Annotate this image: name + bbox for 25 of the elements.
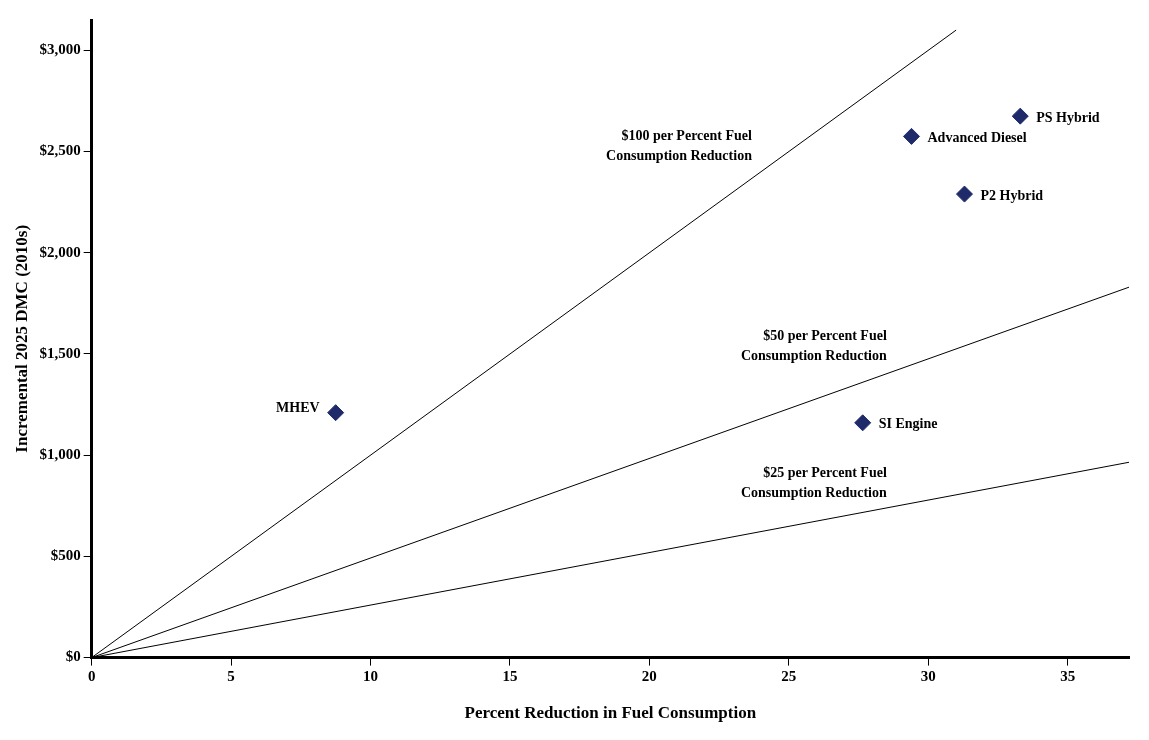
series-label: PS Hybrid [1036, 109, 1100, 125]
x-tick-label: 0 [87, 668, 96, 685]
series-label: $50 per Percent Fuel Consumption Reduction [740, 328, 887, 364]
x-tick-label: 5 [227, 668, 235, 685]
y-tick-label: $2,500 [39, 142, 81, 159]
y-tick-label: $2,000 [39, 243, 81, 260]
series-label: Advanced Diesel [927, 130, 1027, 145]
y-tick-label: $3,000 [39, 41, 81, 58]
y-axis-title: Incremental 2025 DMC (2010s) [11, 224, 31, 453]
x-tick-label: 10 [363, 668, 379, 685]
x-tick-label: 30 [920, 668, 936, 685]
y-tick-label: $1,000 [39, 446, 81, 463]
y-tick-label: $500 [50, 547, 81, 564]
series-label: P2 Hybrid [980, 187, 1044, 203]
y-tick-label: $0 [65, 648, 81, 665]
y-tick-label: $1,500 [39, 344, 81, 361]
x-tick-label: 35 [1060, 668, 1076, 685]
x-tick-label: 25 [781, 668, 797, 685]
x-tick-label: 20 [641, 668, 657, 685]
x-axis-title: Percent Reduction in Fuel Consumption [464, 703, 757, 723]
series-label: $100 per Percent Fuel Consumption Reduction [606, 127, 753, 163]
series-label: $25 per Percent Fuel Consumption Reduction [740, 464, 887, 500]
series-label: MHEV [276, 400, 320, 416]
x-tick-label: 15 [502, 668, 518, 685]
series-label: SI Engine [878, 416, 938, 432]
